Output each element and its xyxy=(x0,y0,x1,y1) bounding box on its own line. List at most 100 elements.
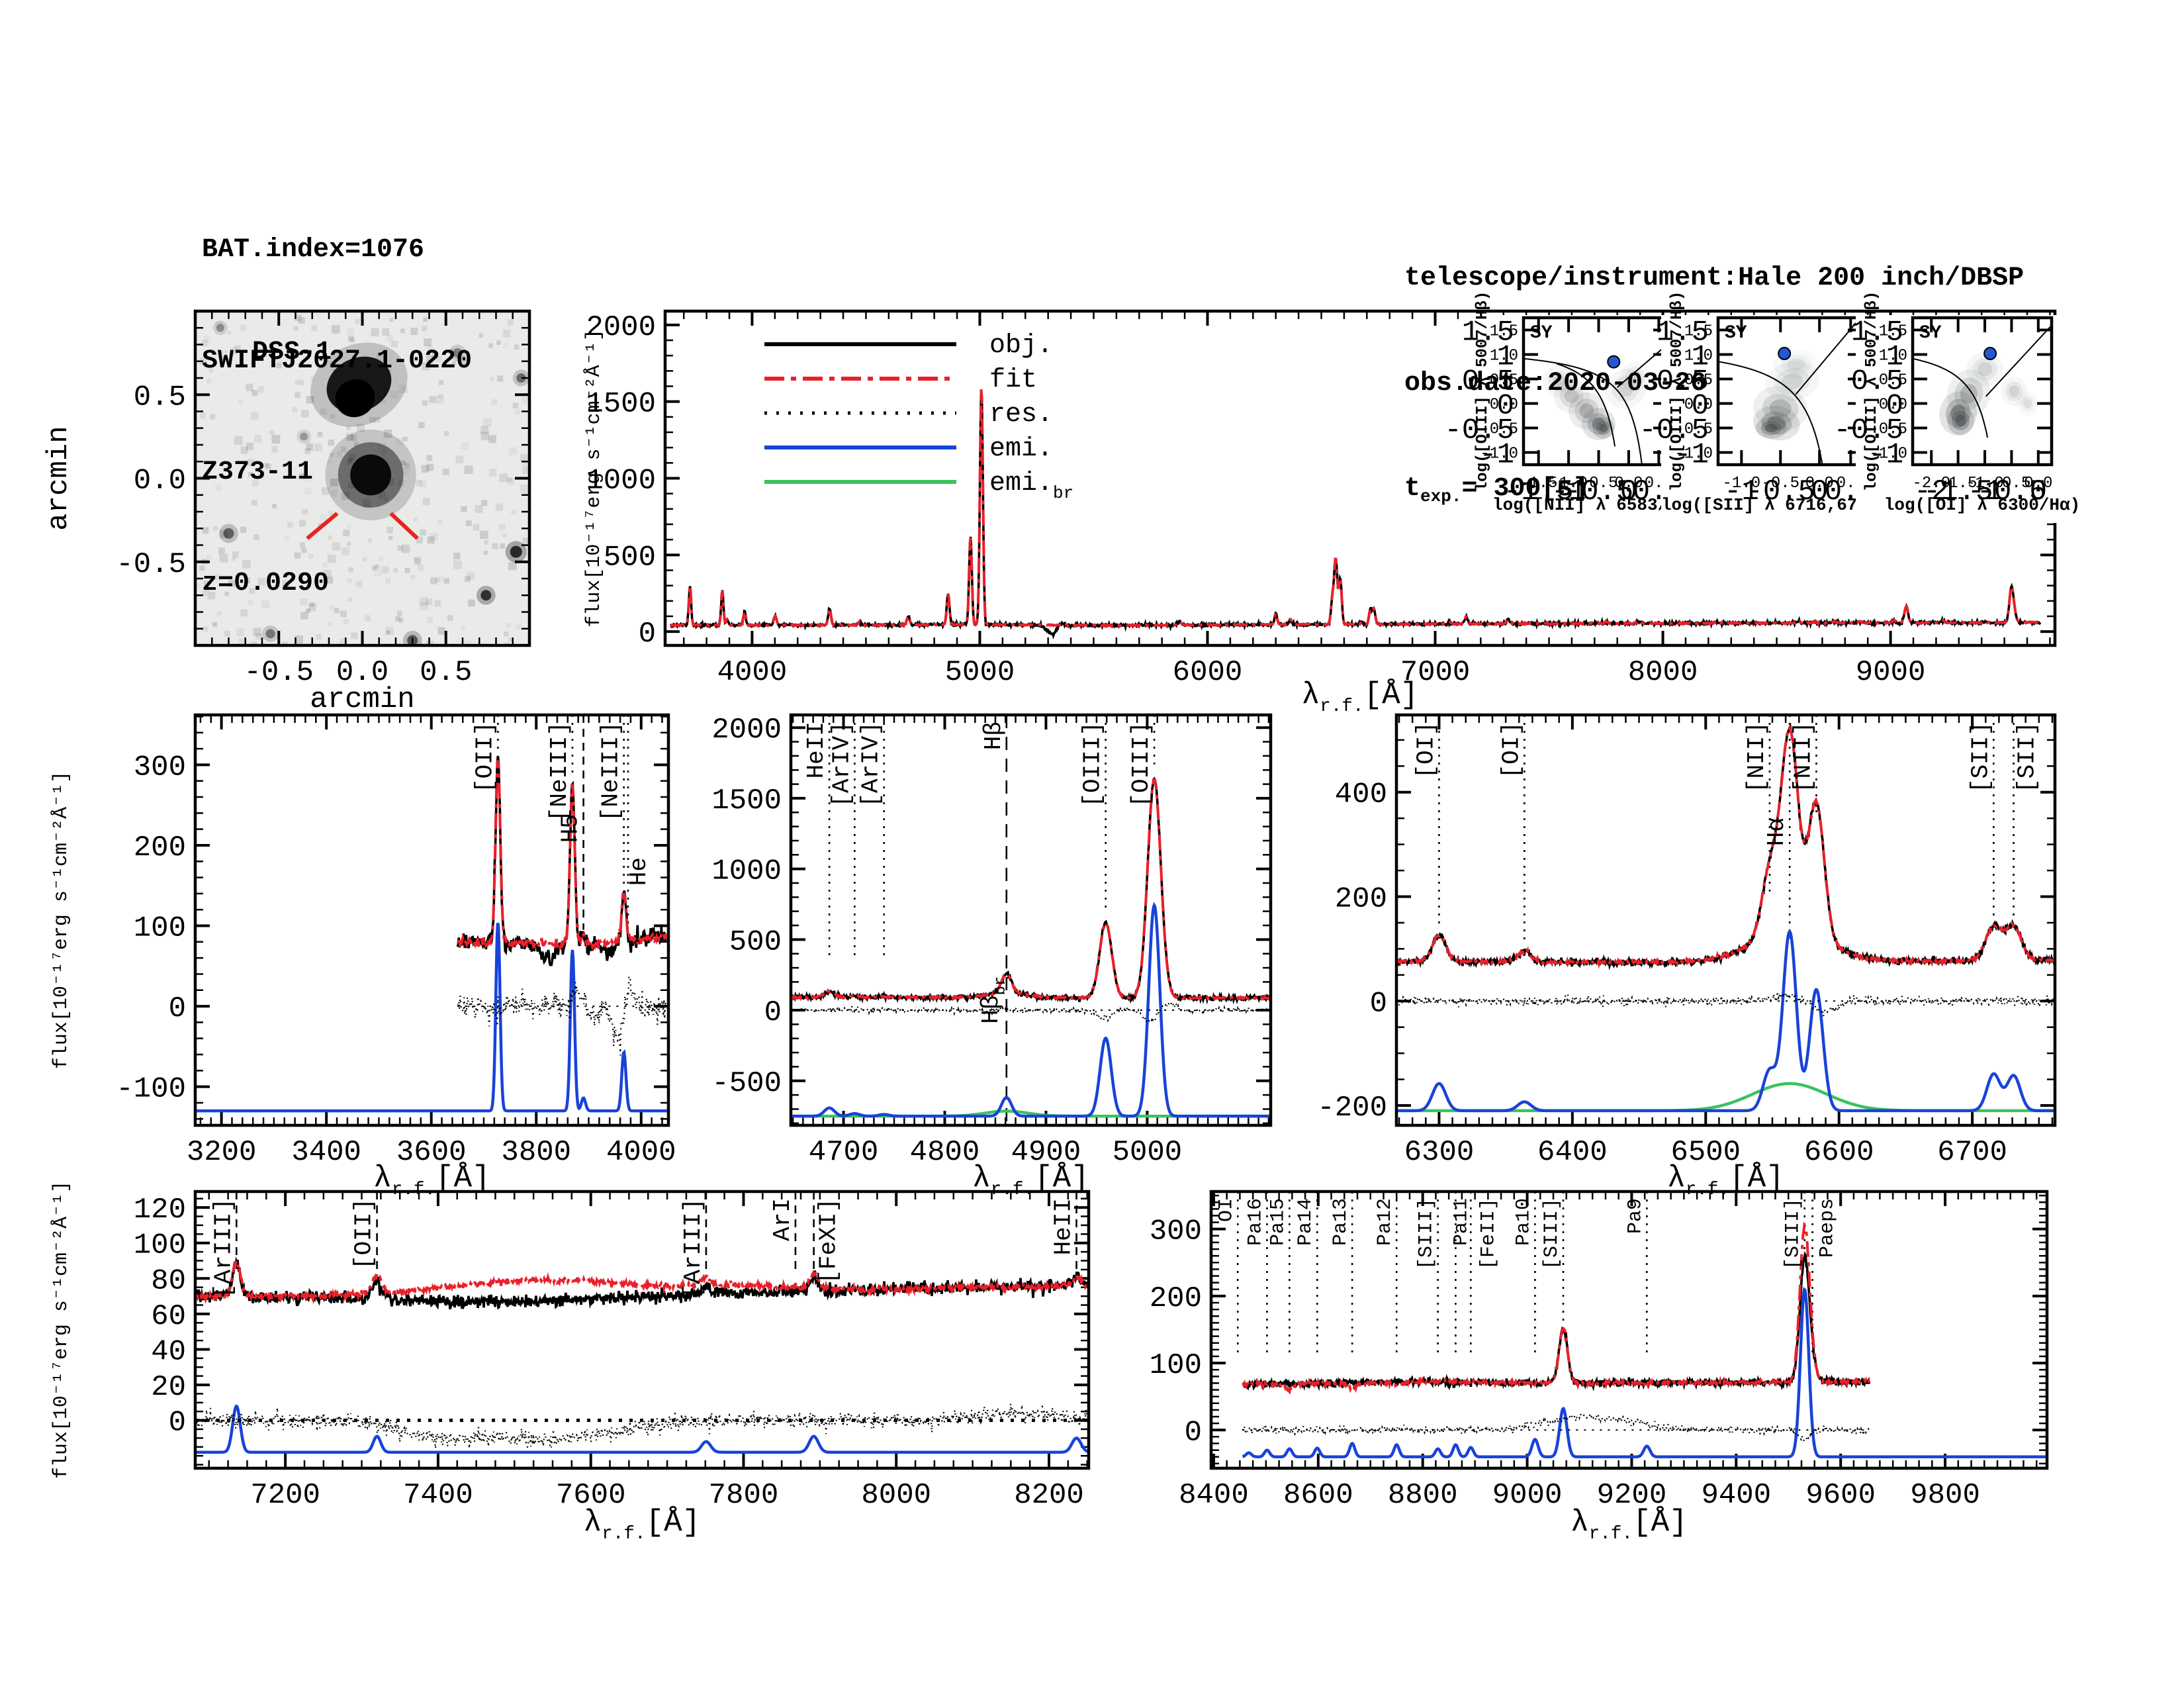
noise-speckle xyxy=(461,625,465,630)
field-star xyxy=(216,324,224,332)
line-label: [OI] xyxy=(1498,722,1525,778)
inset-x-tick-label: -0.5 xyxy=(1580,475,1618,492)
y-tick-label: 0.5 xyxy=(1657,365,1709,399)
y-tick-label: 100 xyxy=(134,1229,186,1262)
line-label: HeII xyxy=(803,722,830,778)
y-tick-label: 0 xyxy=(639,618,656,651)
inset-y-tick-label: 0.5 xyxy=(1879,372,1907,390)
y-tick-label: 0 xyxy=(764,996,782,1029)
noise-speckle xyxy=(330,478,338,487)
density-blob xyxy=(1553,375,1567,388)
noise-speckle xyxy=(253,434,262,443)
res-trace xyxy=(1242,1411,1870,1443)
inset-y-tick-label: -1.0 xyxy=(1674,445,1713,463)
noise-speckle xyxy=(238,638,247,645)
noise-speckle xyxy=(199,565,205,571)
noise-speckle xyxy=(424,338,432,347)
noise-speckle xyxy=(328,439,335,446)
cover-left xyxy=(1467,318,1522,465)
line-label: [NeIII] xyxy=(546,722,573,821)
x-tick-label: 8000 xyxy=(861,1479,931,1512)
y-tick-label: 1.5 xyxy=(1657,316,1709,350)
line-label: Hβ xyxy=(980,722,1007,750)
noise-speckle xyxy=(488,343,493,348)
noise-speckle xyxy=(232,557,236,561)
inset-y-tick-label: 1.5 xyxy=(1684,323,1713,341)
noise-speckle xyxy=(416,536,423,543)
noise-speckle xyxy=(500,543,506,549)
noise-speckle xyxy=(199,412,206,419)
noise-speckle xyxy=(420,529,426,536)
noise-speckle xyxy=(455,455,464,463)
noise-speckle xyxy=(464,576,471,582)
field-star xyxy=(510,545,522,558)
noise-speckle xyxy=(364,614,371,622)
noise-speckle xyxy=(208,368,214,373)
noise-speckle xyxy=(227,330,232,335)
y-tick-label: -500 xyxy=(711,1067,782,1100)
emi-br-trace xyxy=(1398,1082,2054,1113)
ticks xyxy=(1524,318,1668,465)
line-markers xyxy=(828,716,1156,1124)
x-tick-label: 7400 xyxy=(403,1479,473,1512)
noise-speckle xyxy=(306,444,314,451)
tick-label-fix xyxy=(1467,318,1688,503)
line-label: [SII] xyxy=(1967,722,1994,793)
y-tick-label: 0.5 xyxy=(1851,365,1903,399)
line-label: H5 xyxy=(557,814,584,843)
noise-speckle xyxy=(347,578,352,583)
y-tick-label: 0 xyxy=(169,1407,186,1440)
y-tick-label: 1.5 xyxy=(1462,316,1514,350)
inset-y-tick-label: 0.0 xyxy=(1490,397,1518,414)
noise-speckle xyxy=(520,454,528,462)
density-blob xyxy=(1543,365,1576,398)
density-blob xyxy=(1966,352,2004,387)
density-blob xyxy=(1612,375,1640,402)
line-label: [FeII] xyxy=(1477,1198,1500,1270)
noise-speckle xyxy=(329,362,334,367)
noise-speckle xyxy=(367,538,373,543)
density-blob xyxy=(1579,403,1594,418)
noise-speckle xyxy=(422,362,430,371)
noise-speckle xyxy=(387,369,392,373)
y-tick-label: 200 xyxy=(1335,883,1387,916)
density-blob xyxy=(1762,393,1799,424)
noise-speckle xyxy=(426,616,433,624)
x-tick-label: 3600 xyxy=(396,1136,467,1169)
line-label: [OII] xyxy=(471,722,498,793)
target-mark xyxy=(389,512,419,540)
noise-speckle xyxy=(251,390,258,397)
swift-name: SWIFTJ2027.1-0220 xyxy=(202,346,473,376)
x-tick-label: 4900 xyxy=(1011,1136,1081,1169)
y-axis-label: flux[10⁻¹⁷erg s⁻¹cm⁻²Å⁻¹] xyxy=(50,1181,73,1479)
noise-speckle xyxy=(404,462,410,469)
noise-speckle xyxy=(362,499,371,508)
bpt-inset-2: 1.51.00.50.0-0.5-1.0-2.0-1.5-1.0-0.50.0l… xyxy=(1856,291,2080,523)
density-blob xyxy=(1553,379,1590,414)
density-blob xyxy=(2001,376,2028,406)
ticks xyxy=(1913,318,2052,465)
noise-speckle xyxy=(427,536,435,544)
noise-speckle xyxy=(347,597,353,602)
noise-speckle xyxy=(514,344,520,350)
y-tick-label: -1 xyxy=(1479,439,1514,472)
noise-speckle xyxy=(295,380,300,385)
noise-speckle xyxy=(376,353,384,361)
noise-speckle xyxy=(298,379,304,385)
noise-speckle xyxy=(480,426,489,434)
noise-speckle xyxy=(414,557,422,565)
y-tick-label: 0.5 xyxy=(134,381,186,414)
x-tick-label: 6600 xyxy=(1804,1136,1874,1169)
density-blob xyxy=(1629,370,1641,383)
noise-speckle xyxy=(353,442,359,447)
noise-speckle xyxy=(346,434,354,441)
field-star xyxy=(265,629,275,639)
noise-speckle xyxy=(426,355,434,363)
noise-speckle xyxy=(522,538,529,544)
y-tick-label: -1 xyxy=(1674,439,1709,472)
line-label: [SIII] xyxy=(1541,1198,1563,1270)
noise-speckle xyxy=(202,527,209,534)
density-blob xyxy=(1548,371,1571,392)
x-tick-label: -1 xyxy=(1551,475,1586,508)
noise-speckle xyxy=(334,608,340,614)
